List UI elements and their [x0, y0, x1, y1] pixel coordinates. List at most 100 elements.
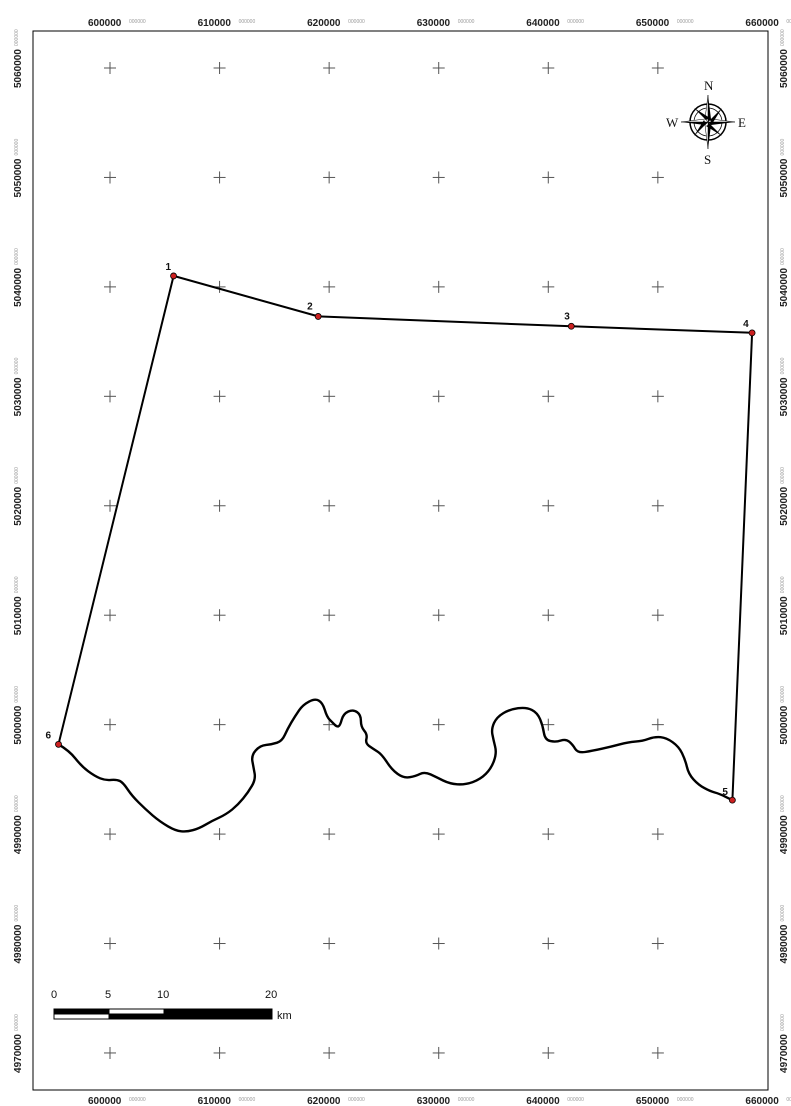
x-tick-label-top: 630000 000000	[417, 18, 475, 29]
grid-cross	[323, 280, 336, 293]
boundary-line	[57, 274, 754, 801]
grid-cross	[651, 937, 664, 950]
point-label: 2	[307, 301, 313, 312]
grid-cross	[542, 171, 555, 184]
grid-cross	[651, 1046, 664, 1059]
grid-cross	[542, 937, 555, 950]
svg-text:5020000: 5020000	[13, 486, 24, 525]
x-tick-label-top: 600000 000000	[88, 18, 146, 29]
svg-text:000000: 000000	[14, 576, 20, 593]
boundary-point-2: 2	[307, 301, 322, 320]
grid-cross	[542, 390, 555, 403]
svg-text:5000000: 5000000	[13, 705, 24, 744]
grid-cross	[104, 609, 116, 622]
x-tick-label-top: 610000 000000	[198, 18, 256, 29]
grid-cross	[651, 171, 664, 184]
compass-north-label: N	[704, 78, 714, 93]
x-tick-label-top: 650000 000000	[636, 18, 694, 29]
svg-text:5060000: 5060000	[779, 49, 790, 88]
grid-cross	[323, 609, 336, 622]
svg-text:650000: 650000	[636, 1096, 670, 1106]
grid-cross	[323, 390, 336, 403]
svg-text:000000: 000000	[786, 1097, 791, 1103]
x-tick-label-bottom: 630000 000000	[417, 1096, 475, 1106]
grid-cross	[432, 718, 445, 731]
x-tick-label-bottom: 640000 000000	[526, 1096, 584, 1106]
scale-segment-3b	[163, 1013, 273, 1020]
svg-text:610000: 610000	[198, 1096, 232, 1106]
boundary-point-6: 6	[46, 730, 62, 748]
x-tick-label-bottom: 610000 000000	[198, 1096, 256, 1106]
grid-cross	[542, 62, 555, 74]
grid-cross	[213, 499, 226, 512]
x-tick-label-bottom: 620000 000000	[307, 1096, 365, 1106]
boundary-layer	[57, 274, 754, 833]
point-label: 1	[166, 262, 172, 273]
x-tick-label-bottom: 600000 000000	[88, 1096, 146, 1106]
grid-cross	[213, 937, 226, 950]
svg-text:000000: 000000	[129, 19, 146, 25]
svg-text:000000: 000000	[780, 686, 786, 703]
y-tick-label-left: 5060000 000000	[13, 29, 24, 88]
grid-cross	[213, 828, 226, 841]
grid-cross	[651, 609, 664, 622]
grid-cross	[542, 828, 555, 841]
grid-cross	[323, 499, 336, 512]
grid-cross	[432, 390, 445, 403]
svg-text:630000: 630000	[417, 18, 451, 29]
svg-text:620000: 620000	[307, 1096, 341, 1106]
grid-cross	[323, 937, 336, 950]
svg-text:000000: 000000	[348, 19, 365, 25]
svg-text:000000: 000000	[780, 139, 786, 156]
grid-cross	[651, 499, 664, 512]
boundary-points: 1 2 3 4 5 6	[46, 262, 756, 804]
grid-cross	[213, 390, 226, 403]
grid-cross	[323, 62, 336, 74]
grid-cross	[104, 1046, 116, 1059]
svg-text:000000: 000000	[458, 1097, 475, 1103]
x-tick-label-bottom: 650000 000000	[636, 1096, 694, 1106]
svg-text:000000: 000000	[14, 905, 20, 922]
scale-segment-1b	[53, 1013, 110, 1020]
svg-text:5040000: 5040000	[13, 268, 24, 307]
y-tick-label-left: 5030000 000000	[13, 357, 24, 416]
scale-segment-1	[53, 1008, 110, 1015]
svg-text:000000: 000000	[14, 248, 20, 265]
grid-cross	[213, 1046, 226, 1059]
scale-label-10: 10	[157, 989, 169, 1001]
svg-text:000000: 000000	[780, 467, 786, 484]
svg-text:000000: 000000	[780, 357, 786, 374]
y-tick-label-right: 4980000 000000	[779, 905, 790, 964]
scale-label-5: 5	[105, 989, 111, 1001]
svg-text:000000: 000000	[14, 686, 20, 703]
svg-text:640000: 640000	[526, 18, 560, 29]
y-tick-label-left: 5050000 000000	[13, 139, 24, 198]
grid-cross	[651, 62, 664, 74]
grid-cross	[323, 1046, 336, 1059]
grid-cross	[432, 1046, 445, 1059]
svg-text:000000: 000000	[780, 905, 786, 922]
grid-cross	[651, 280, 664, 293]
svg-text:000000: 000000	[458, 19, 475, 25]
grid-cross	[323, 828, 336, 841]
svg-text:5040000: 5040000	[779, 268, 790, 307]
grid-cross	[432, 171, 445, 184]
svg-text:660000: 660000	[745, 1096, 779, 1106]
grid-cross	[213, 171, 226, 184]
grid-cross	[651, 828, 664, 841]
scale-label-0: 0	[51, 989, 57, 1001]
boundary-point-5: 5	[722, 787, 736, 804]
y-tick-label-left: 4980000 000000	[13, 905, 24, 964]
svg-text:5010000: 5010000	[13, 596, 24, 635]
x-tick-label-top: 640000 000000	[526, 18, 584, 29]
svg-text:000000: 000000	[786, 19, 791, 25]
y-tick-label-left: 5020000 000000	[13, 467, 24, 526]
svg-text:5030000: 5030000	[779, 377, 790, 416]
grid-cross	[432, 828, 445, 841]
grid-cross	[432, 280, 445, 293]
svg-text:000000: 000000	[14, 467, 20, 484]
svg-text:600000: 600000	[88, 18, 122, 29]
map-frame	[32, 30, 769, 1091]
point-label: 6	[46, 730, 52, 741]
grid-cross	[542, 280, 555, 293]
